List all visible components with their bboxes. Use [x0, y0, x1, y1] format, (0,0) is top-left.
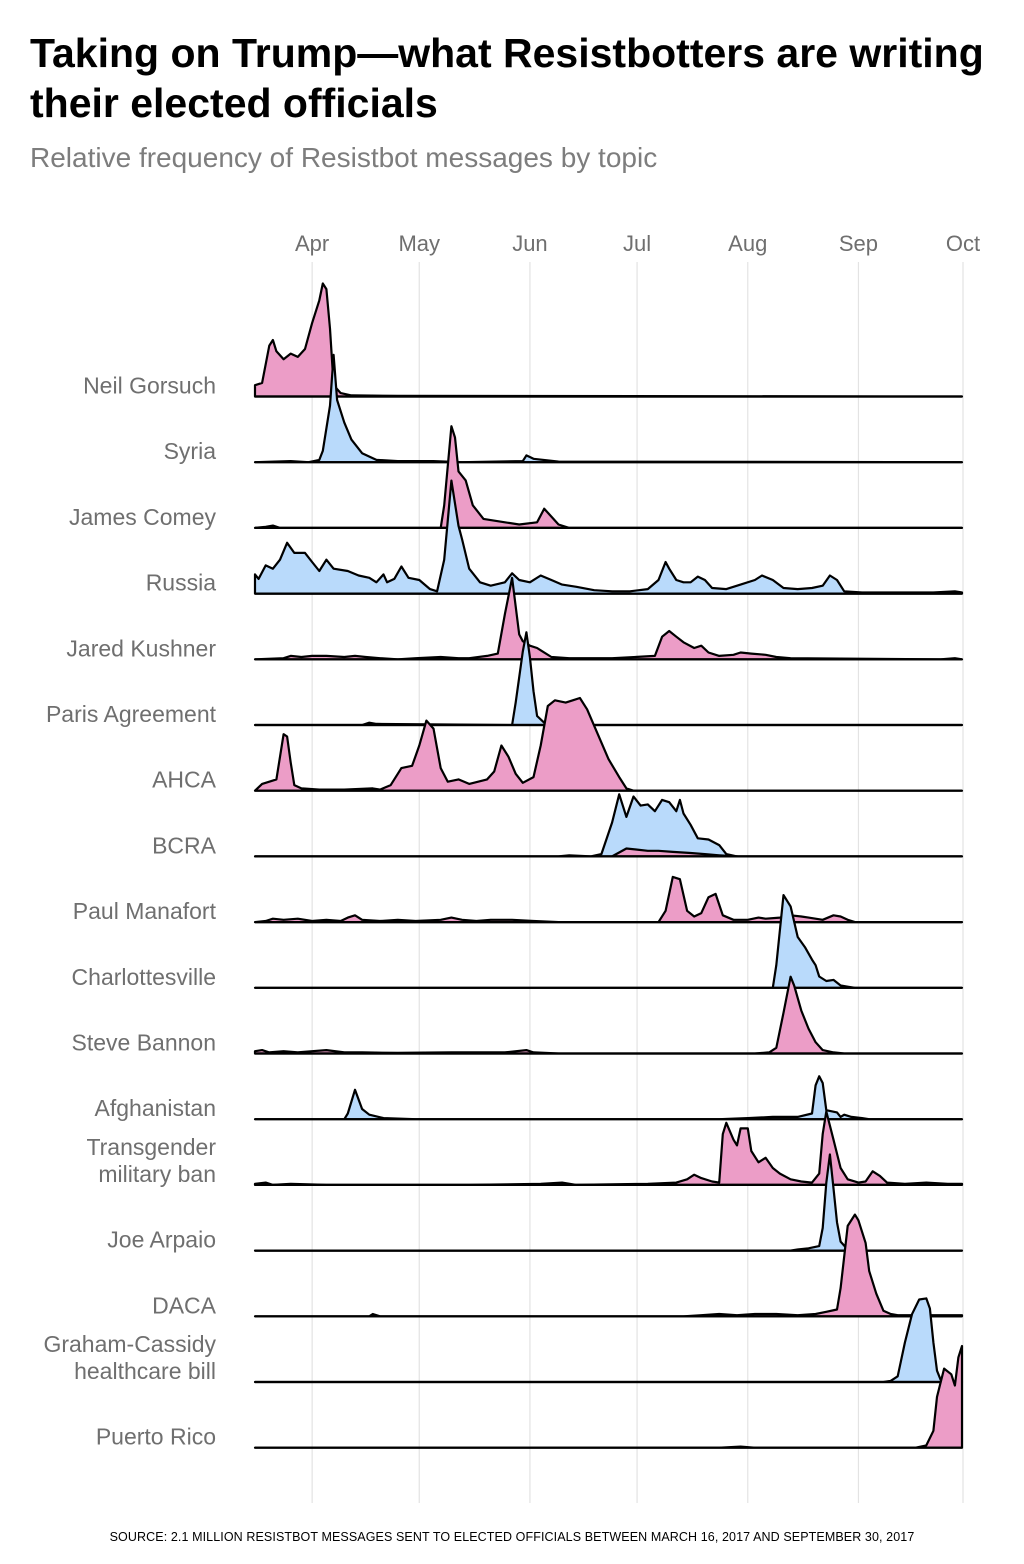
y-label-paul-manafort: Paul Manafort	[73, 898, 217, 924]
y-label-line: Steve Bannon	[71, 1030, 216, 1056]
ridge-area-puerto-rico	[253, 1344, 964, 1449]
y-label-paris-agreement: Paris Agreement	[46, 701, 217, 727]
x-tick-aug: Aug	[728, 231, 767, 256]
ridge-row-jared-kushner	[253, 576, 964, 661]
y-label-line: DACA	[152, 1292, 217, 1318]
y-label-joe-arpaio: Joe Arpaio	[107, 1227, 216, 1253]
chart-subtitle: Relative frequency of Resistbot messages…	[30, 142, 658, 173]
y-label-puerto-rico: Puerto Rico	[96, 1424, 216, 1450]
y-label-graham-cassidy-healthcare-bill: Graham-Cassidy healthcare bill	[43, 1331, 216, 1384]
y-label-line: Paris Agreement	[46, 701, 217, 727]
y-label-line: Jared Kushner	[66, 635, 216, 661]
x-tick-may: May	[398, 231, 440, 256]
x-tick-apr: Apr	[295, 231, 329, 256]
ridgeline-chart: Apr May Jun Jul Aug Sep Oct Neil Gorsuch Syria J…	[43, 231, 980, 1503]
ridge-area-bcra	[253, 793, 964, 858]
ridge-area-neil-gorsuch	[253, 282, 964, 398]
ridge-area-daca	[253, 1213, 964, 1318]
x-axis-ticks: Apr May Jun Jul Aug Sep Oct	[295, 231, 980, 256]
y-label-line: Syria	[164, 438, 217, 464]
y-label-line: Afghanistan	[95, 1095, 216, 1121]
ridges	[253, 282, 964, 1449]
x-tick-sep: Sep	[839, 231, 878, 256]
ridge-row-paris-agreement	[253, 631, 964, 727]
y-label-line: healthcare bill	[74, 1358, 216, 1384]
y-label-line: Puerto Rico	[96, 1424, 216, 1450]
ridge-row-transgender-military-ban	[253, 1110, 964, 1187]
y-label-steve-bannon: Steve Bannon	[71, 1030, 216, 1056]
ridge-area-ahca	[253, 696, 964, 792]
x-tick-jun: Jun	[512, 231, 547, 256]
ridge-row-ahca	[253, 696, 964, 792]
y-label-line: military ban	[98, 1161, 216, 1187]
ridge-area-paris-agreement	[253, 631, 964, 727]
y-label-transgender-military-ban: Transgender military ban	[86, 1134, 216, 1187]
ridge-area-charlottesville	[253, 894, 964, 989]
y-label-ahca: AHCA	[152, 767, 217, 793]
y-label-jared-kushner: Jared Kushner	[66, 635, 216, 661]
ridge-row-syria	[253, 353, 964, 464]
y-axis-labels: Neil Gorsuch Syria James Comey Russia Jared …	[43, 373, 216, 1450]
y-label-line: James Comey	[69, 504, 216, 530]
y-label-line: Transgender	[86, 1134, 216, 1160]
ridge-area-syria	[253, 353, 964, 464]
source-note: SOURCE: 2.1 MILLION RESISTBOT MESSAGES S…	[109, 1530, 915, 1544]
ridge-area-afghanistan	[253, 1075, 964, 1121]
y-label-james-comey: James Comey	[69, 504, 216, 530]
chart-title: Taking on Trump—what Resistbotters are w…	[30, 30, 984, 126]
y-label-line: BCRA	[152, 832, 217, 858]
ridge-area-transgender-military-ban	[253, 1110, 964, 1186]
y-label-line: Joe Arpaio	[107, 1227, 216, 1253]
y-label-afghanistan: Afghanistan	[95, 1095, 216, 1121]
ridge-row-russia	[253, 479, 964, 595]
y-label-daca: DACA	[152, 1292, 217, 1318]
x-tick-jul: Jul	[623, 231, 651, 256]
y-label-charlottesville: Charlottesville	[72, 964, 216, 990]
y-label-neil-gorsuch: Neil Gorsuch	[83, 373, 216, 399]
ridge-area-jared-kushner	[253, 576, 964, 661]
ridge-row-steve-bannon	[253, 975, 964, 1055]
y-label-bcra: BCRA	[152, 832, 217, 858]
y-label-russia: Russia	[146, 570, 217, 596]
y-label-line: Paul Manafort	[73, 898, 217, 924]
ridge-row-james-comey	[253, 425, 964, 530]
ridge-row-bcra	[253, 793, 964, 858]
ridge-row-puerto-rico	[253, 1344, 964, 1449]
ridge-row-charlottesville	[253, 894, 964, 989]
ridge-area-paul-manafort	[253, 875, 964, 924]
ridge-row-afghanistan	[253, 1075, 964, 1121]
ridge-area-james-comey	[253, 425, 964, 529]
x-tick-oct: Oct	[946, 231, 980, 256]
y-label-syria: Syria	[164, 438, 217, 464]
y-label-line: Russia	[146, 570, 217, 596]
y-label-line: Charlottesville	[72, 964, 216, 990]
ridge-row-paul-manafort	[253, 875, 964, 924]
y-label-line: Neil Gorsuch	[83, 373, 216, 399]
y-label-line: AHCA	[152, 767, 217, 793]
ridge-row-neil-gorsuch	[253, 282, 964, 398]
y-label-line: Graham-Cassidy	[43, 1331, 216, 1357]
ridge-area-russia	[253, 479, 964, 595]
ridge-row-daca	[253, 1213, 964, 1318]
